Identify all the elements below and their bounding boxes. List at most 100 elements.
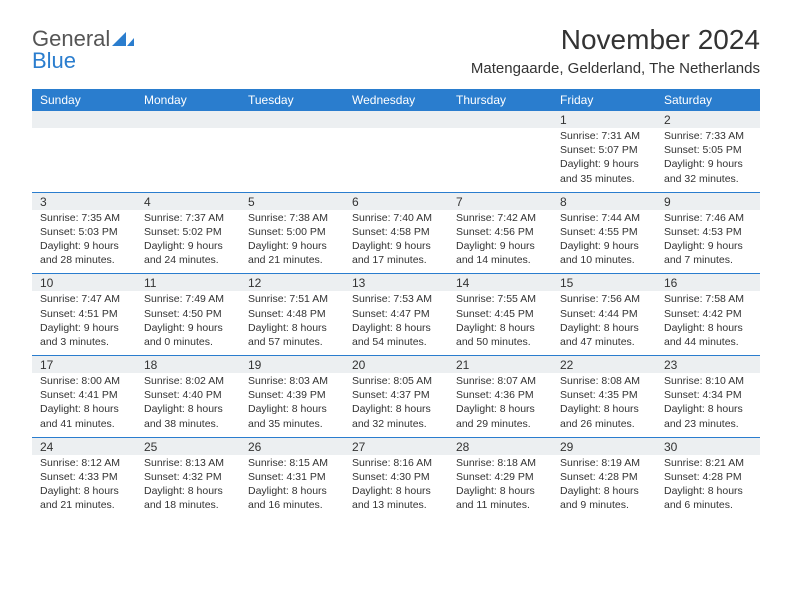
daylight-text-2: and 29 minutes. — [456, 417, 544, 431]
weekday-label: Monday — [136, 89, 240, 111]
daylight-text-2: and 10 minutes. — [560, 253, 648, 267]
sunset-text: Sunset: 4:44 PM — [560, 307, 648, 321]
sunrise-text: Sunrise: 8:19 AM — [560, 456, 648, 470]
day-cell: Sunrise: 7:49 AMSunset: 4:50 PMDaylight:… — [136, 291, 240, 355]
sunrise-text: Sunrise: 8:08 AM — [560, 374, 648, 388]
day-cell: Sunrise: 8:10 AMSunset: 4:34 PMDaylight:… — [656, 373, 760, 437]
day-cell — [136, 128, 240, 192]
daylight-text-1: Daylight: 8 hours — [456, 484, 544, 498]
sunset-text: Sunset: 4:31 PM — [248, 470, 336, 484]
day-number: 22 — [552, 355, 656, 373]
sunset-text: Sunset: 5:07 PM — [560, 143, 648, 157]
sunrise-text: Sunrise: 7:53 AM — [352, 292, 440, 306]
day-cell: Sunrise: 7:47 AMSunset: 4:51 PMDaylight:… — [32, 291, 136, 355]
day-number — [32, 111, 136, 128]
day-number: 30 — [656, 437, 760, 455]
sunset-text: Sunset: 4:29 PM — [456, 470, 544, 484]
sunset-text: Sunset: 4:36 PM — [456, 388, 544, 402]
day-number: 18 — [136, 355, 240, 373]
daylight-text-2: and 32 minutes. — [664, 172, 752, 186]
day-cell: Sunrise: 7:53 AMSunset: 4:47 PMDaylight:… — [344, 291, 448, 355]
sunrise-text: Sunrise: 7:58 AM — [664, 292, 752, 306]
daylight-text-2: and 0 minutes. — [144, 335, 232, 349]
day-number: 26 — [240, 437, 344, 455]
sunrise-text: Sunrise: 8:05 AM — [352, 374, 440, 388]
day-cell: Sunrise: 8:12 AMSunset: 4:33 PMDaylight:… — [32, 455, 136, 519]
day-cell: Sunrise: 7:58 AMSunset: 4:42 PMDaylight:… — [656, 291, 760, 355]
day-cell: Sunrise: 8:18 AMSunset: 4:29 PMDaylight:… — [448, 455, 552, 519]
daylight-text-1: Daylight: 8 hours — [664, 402, 752, 416]
daylight-text-2: and 35 minutes. — [560, 172, 648, 186]
sunset-text: Sunset: 4:56 PM — [456, 225, 544, 239]
daylight-text-1: Daylight: 8 hours — [40, 484, 128, 498]
sunset-text: Sunset: 4:42 PM — [664, 307, 752, 321]
day-cell: Sunrise: 7:42 AMSunset: 4:56 PMDaylight:… — [448, 210, 552, 274]
day-cell: Sunrise: 8:08 AMSunset: 4:35 PMDaylight:… — [552, 373, 656, 437]
sunrise-text: Sunrise: 7:33 AM — [664, 129, 752, 143]
day-cell: Sunrise: 8:03 AMSunset: 4:39 PMDaylight:… — [240, 373, 344, 437]
sunset-text: Sunset: 4:39 PM — [248, 388, 336, 402]
sunset-text: Sunset: 4:30 PM — [352, 470, 440, 484]
sunrise-text: Sunrise: 7:44 AM — [560, 211, 648, 225]
day-number: 15 — [552, 273, 656, 291]
daylight-text-2: and 13 minutes. — [352, 498, 440, 512]
daylight-text-1: Daylight: 9 hours — [560, 239, 648, 253]
daylight-text-1: Daylight: 8 hours — [144, 402, 232, 416]
daylight-text-2: and 41 minutes. — [40, 417, 128, 431]
day-cell: Sunrise: 7:44 AMSunset: 4:55 PMDaylight:… — [552, 210, 656, 274]
sunset-text: Sunset: 4:34 PM — [664, 388, 752, 402]
sunrise-text: Sunrise: 7:55 AM — [456, 292, 544, 306]
day-number: 24 — [32, 437, 136, 455]
location-text: Matengaarde, Gelderland, The Netherlands — [471, 60, 760, 77]
daylight-text-2: and 26 minutes. — [560, 417, 648, 431]
day-number: 12 — [240, 273, 344, 291]
daylight-text-1: Daylight: 9 hours — [144, 239, 232, 253]
day-cell: Sunrise: 7:40 AMSunset: 4:58 PMDaylight:… — [344, 210, 448, 274]
daylight-text-1: Daylight: 9 hours — [144, 321, 232, 335]
daylight-text-1: Daylight: 9 hours — [40, 239, 128, 253]
brand-word-2: Blue — [32, 48, 76, 73]
sunset-text: Sunset: 4:51 PM — [40, 307, 128, 321]
daylight-text-1: Daylight: 9 hours — [664, 239, 752, 253]
daylight-text-1: Daylight: 8 hours — [352, 484, 440, 498]
weekday-label: Tuesday — [240, 89, 344, 111]
day-cell: Sunrise: 8:05 AMSunset: 4:37 PMDaylight:… — [344, 373, 448, 437]
sunset-text: Sunset: 5:00 PM — [248, 225, 336, 239]
day-number: 8 — [552, 192, 656, 210]
daylight-text-1: Daylight: 9 hours — [352, 239, 440, 253]
day-number: 6 — [344, 192, 448, 210]
day-number: 27 — [344, 437, 448, 455]
day-number: 20 — [344, 355, 448, 373]
day-cell: Sunrise: 7:56 AMSunset: 4:44 PMDaylight:… — [552, 291, 656, 355]
sunset-text: Sunset: 5:03 PM — [40, 225, 128, 239]
sunrise-text: Sunrise: 8:02 AM — [144, 374, 232, 388]
day-number: 21 — [448, 355, 552, 373]
day-number — [136, 111, 240, 128]
day-number: 14 — [448, 273, 552, 291]
sunrise-text: Sunrise: 8:18 AM — [456, 456, 544, 470]
day-cell: Sunrise: 8:07 AMSunset: 4:36 PMDaylight:… — [448, 373, 552, 437]
weekday-label: Wednesday — [344, 89, 448, 111]
sunrise-text: Sunrise: 7:38 AM — [248, 211, 336, 225]
daylight-text-2: and 44 minutes. — [664, 335, 752, 349]
daylight-text-2: and 57 minutes. — [248, 335, 336, 349]
daylight-text-1: Daylight: 9 hours — [560, 157, 648, 171]
day-number: 17 — [32, 355, 136, 373]
daylight-text-2: and 50 minutes. — [456, 335, 544, 349]
day-number — [448, 111, 552, 128]
day-number: 13 — [344, 273, 448, 291]
sunset-text: Sunset: 4:35 PM — [560, 388, 648, 402]
sunset-text: Sunset: 4:41 PM — [40, 388, 128, 402]
sunrise-text: Sunrise: 8:07 AM — [456, 374, 544, 388]
day-number: 10 — [32, 273, 136, 291]
day-number: 29 — [552, 437, 656, 455]
day-cell: Sunrise: 7:35 AMSunset: 5:03 PMDaylight:… — [32, 210, 136, 274]
daylight-text-2: and 21 minutes. — [40, 498, 128, 512]
day-number: 16 — [656, 273, 760, 291]
day-cell — [344, 128, 448, 192]
day-number: 11 — [136, 273, 240, 291]
daylight-text-2: and 7 minutes. — [664, 253, 752, 267]
daylight-text-2: and 21 minutes. — [248, 253, 336, 267]
day-cell: Sunrise: 7:31 AMSunset: 5:07 PMDaylight:… — [552, 128, 656, 192]
brand-mark-icon — [112, 32, 134, 46]
